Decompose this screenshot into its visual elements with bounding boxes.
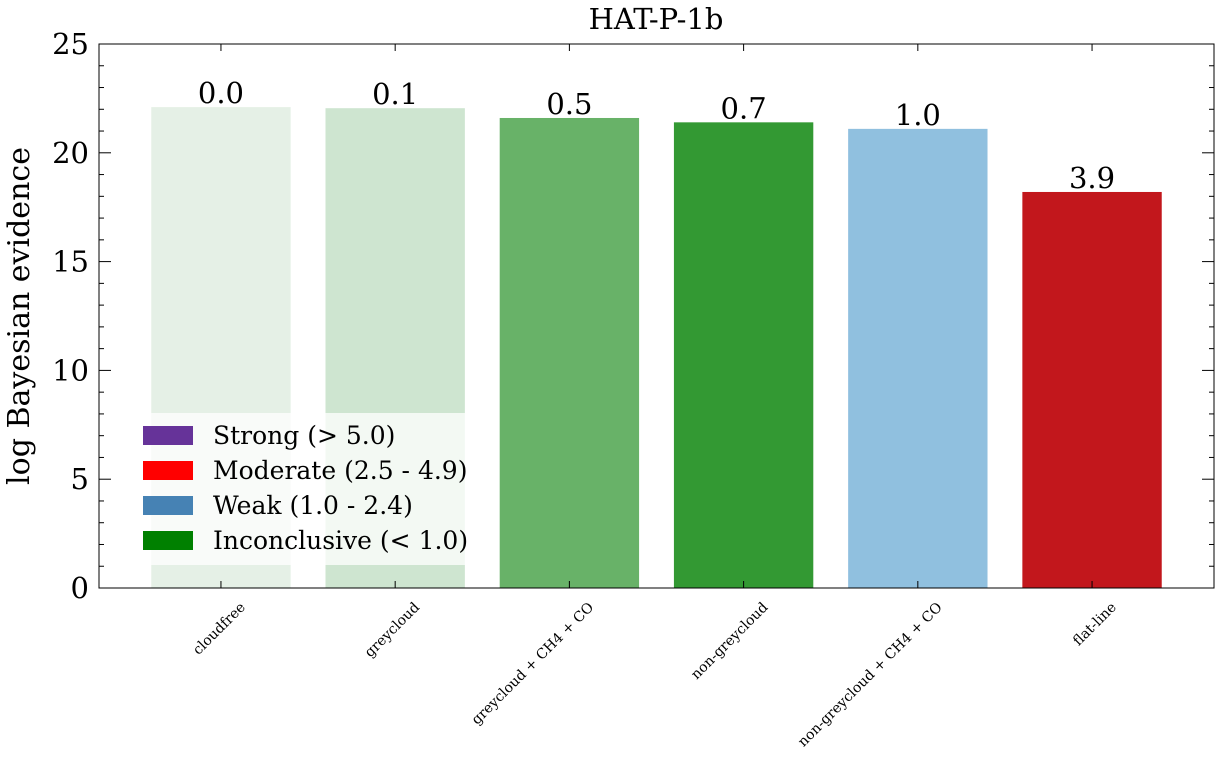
legend-swatch-2 — [143, 496, 193, 515]
legend-label-0: Strong (> 5.0) — [213, 421, 395, 450]
legend-label-2: Weak (1.0 - 2.4) — [213, 491, 413, 520]
y-axis-label: log Bayesian evidence — [2, 147, 37, 485]
bar-4 — [848, 128, 988, 588]
bar-5 — [1022, 191, 1162, 588]
bar-value-label-5: 3.9 — [1069, 161, 1115, 195]
x-tick-label-1: greycloud — [362, 599, 423, 660]
bar-3 — [673, 122, 814, 588]
legend-swatch-1 — [143, 461, 193, 480]
x-tick-label-0: cloudfree — [190, 600, 249, 659]
legend-swatch-3 — [143, 531, 193, 550]
legend: Strong (> 5.0) Moderate (2.5 - 4.9) Weak (… — [130, 413, 480, 565]
bar-value-label-4: 1.0 — [895, 98, 941, 132]
x-tick-label-2: greycloud + CH4 + CO — [469, 600, 598, 729]
y-tick-label-5: 25 — [52, 27, 89, 61]
bar-value-label-0: 0.0 — [198, 76, 244, 110]
x-tick-label-4: non-greycloud + CH4 + CO — [795, 600, 946, 751]
y-ticks: 0 5 10 15 20 25 — [52, 27, 1214, 605]
x-tick-label-5: flat-line — [1070, 600, 1120, 650]
bars-group — [151, 107, 1162, 588]
chart-title: HAT-P-1b — [589, 2, 724, 36]
y-tick-label-2: 10 — [52, 353, 89, 387]
y-tick-label-4: 20 — [52, 136, 89, 170]
bar-value-label-1: 0.1 — [372, 77, 418, 111]
y-tick-label-0: 0 — [71, 571, 89, 605]
axes — [98, 43, 1215, 589]
x-tick-label-3: non-greycloud — [688, 599, 771, 682]
y-tick-label-1: 5 — [71, 462, 89, 496]
y-tick-label-3: 15 — [52, 245, 89, 279]
bar-2 — [499, 117, 640, 588]
legend-label-3: Inconclusive (< 1.0) — [213, 526, 468, 555]
bar-value-label-2: 0.5 — [546, 87, 592, 121]
legend-swatch-0 — [143, 426, 193, 445]
bar-labels-group: 0.0 0.1 0.5 0.7 1.0 3.9 — [198, 76, 1115, 195]
plot-frame — [98, 43, 1215, 589]
bar-value-label-3: 0.7 — [721, 91, 767, 125]
legend-label-1: Moderate (2.5 - 4.9) — [213, 456, 467, 485]
